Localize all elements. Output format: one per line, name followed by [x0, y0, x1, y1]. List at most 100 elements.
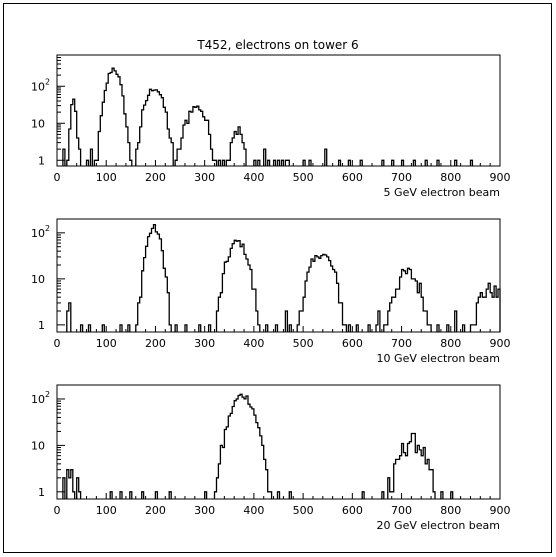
histogram-bars — [221, 159, 226, 166]
histogram-bars — [440, 491, 444, 499]
x-tick-label: 700 — [391, 171, 412, 184]
y-tick-label: 1 — [38, 486, 45, 499]
histogram-bars — [225, 126, 247, 166]
y-tick-label-exponent: 2 — [45, 390, 50, 399]
y-tick-label: 1 — [38, 319, 45, 332]
x-tick-label: 800 — [440, 171, 461, 184]
histogram-bars — [66, 98, 82, 166]
x-tick-label: 500 — [293, 504, 314, 517]
x-tick-label: 500 — [293, 337, 314, 350]
histogram-bars — [184, 324, 188, 332]
x-tick-label: 900 — [490, 337, 511, 350]
histogram-bars — [412, 159, 416, 166]
y-tick-label-exponent: 2 — [45, 77, 50, 86]
histogram-bars — [109, 491, 113, 499]
histogram-bars — [198, 324, 202, 332]
histogram-bars — [383, 267, 432, 332]
x-tick-label: 100 — [96, 337, 117, 350]
page-frame — [3, 3, 552, 553]
histogram-bars — [469, 282, 501, 332]
histogram-bars — [85, 159, 90, 166]
y-tick-label: 10 — [31, 393, 45, 406]
histogram-bars — [174, 105, 218, 166]
x-tick-label: 200 — [145, 504, 166, 517]
histogram-bars — [135, 224, 172, 332]
histogram-bars — [324, 148, 328, 166]
histogram-bars — [141, 491, 145, 499]
x-tick-label: 700 — [391, 504, 412, 517]
x-tick-label: 200 — [145, 171, 166, 184]
histogram-bars — [93, 67, 133, 166]
histogram-bars — [265, 324, 269, 332]
histogram-bars — [79, 324, 84, 332]
x-tick-label: 600 — [342, 337, 363, 350]
histogram-bars — [276, 491, 281, 499]
histogram-bars — [296, 253, 348, 332]
plot-frame — [56, 54, 501, 167]
y-tick-label: 10 — [31, 273, 45, 286]
histogram-bars — [119, 491, 123, 499]
histogram-bars — [253, 159, 257, 166]
histogram-bars — [355, 324, 359, 332]
histogram-bars — [215, 239, 261, 332]
x-tick-label: 500 — [293, 171, 314, 184]
histogram-bars — [288, 491, 292, 499]
y-tick-label: 10 — [31, 227, 45, 240]
y-tick-label: 10 — [31, 439, 45, 452]
histogram-bars — [207, 324, 212, 332]
x-tick-label: 900 — [490, 171, 511, 184]
x-tick-label: 600 — [342, 171, 363, 184]
histogram-bars — [280, 159, 285, 166]
histogram-bars — [76, 477, 82, 499]
x-axis-label: 10 GeV electron beam — [377, 352, 500, 365]
y-tick-label: 1 — [38, 154, 45, 167]
histogram-bars — [257, 159, 261, 166]
plot-frame — [56, 384, 501, 500]
histogram-bars — [436, 324, 440, 332]
x-tick-label: 0 — [54, 337, 61, 350]
x-tick-label: 300 — [194, 504, 215, 517]
histogram-bars — [387, 432, 436, 499]
x-tick-label: 400 — [243, 337, 264, 350]
histogram-bars — [89, 148, 94, 166]
histogram-bars — [101, 324, 105, 332]
histogram-bars — [308, 159, 312, 166]
histogram-bars — [446, 324, 450, 332]
y-tick-label: 10 — [31, 80, 45, 93]
histogram-bars — [62, 148, 66, 166]
histogram-bars — [263, 148, 267, 166]
histogram-bars — [204, 491, 208, 499]
histogram-bars — [284, 159, 290, 166]
x-tick-label: 0 — [54, 504, 61, 517]
histogram-bars — [168, 491, 172, 499]
histogram-bars — [337, 159, 342, 166]
histogram-bars — [367, 324, 371, 332]
x-tick-label: 800 — [440, 504, 461, 517]
histogram-bars — [154, 491, 159, 499]
histogram-bars — [469, 159, 474, 166]
x-tick-label: 100 — [96, 504, 117, 517]
x-tick-label: 0 — [54, 171, 61, 184]
histogram-bars — [454, 310, 458, 332]
x-axis-label: 5 GeV electron beam — [384, 186, 500, 199]
histogram-bars — [461, 324, 466, 332]
histogram-bars — [288, 324, 292, 332]
histogram-bars — [213, 393, 273, 499]
x-tick-label: 900 — [490, 504, 511, 517]
x-tick-label: 400 — [243, 171, 264, 184]
histogram-bars — [66, 302, 72, 332]
histogram-bars — [450, 491, 454, 499]
x-tick-label: 200 — [145, 337, 166, 350]
histogram-bars — [119, 324, 123, 332]
histogram-bars — [87, 324, 92, 332]
x-tick-label: 600 — [342, 504, 363, 517]
histogram-bars — [284, 310, 289, 332]
histogram-bars — [62, 477, 66, 499]
histogram-bars — [66, 469, 76, 499]
histogram-bars — [381, 491, 385, 499]
